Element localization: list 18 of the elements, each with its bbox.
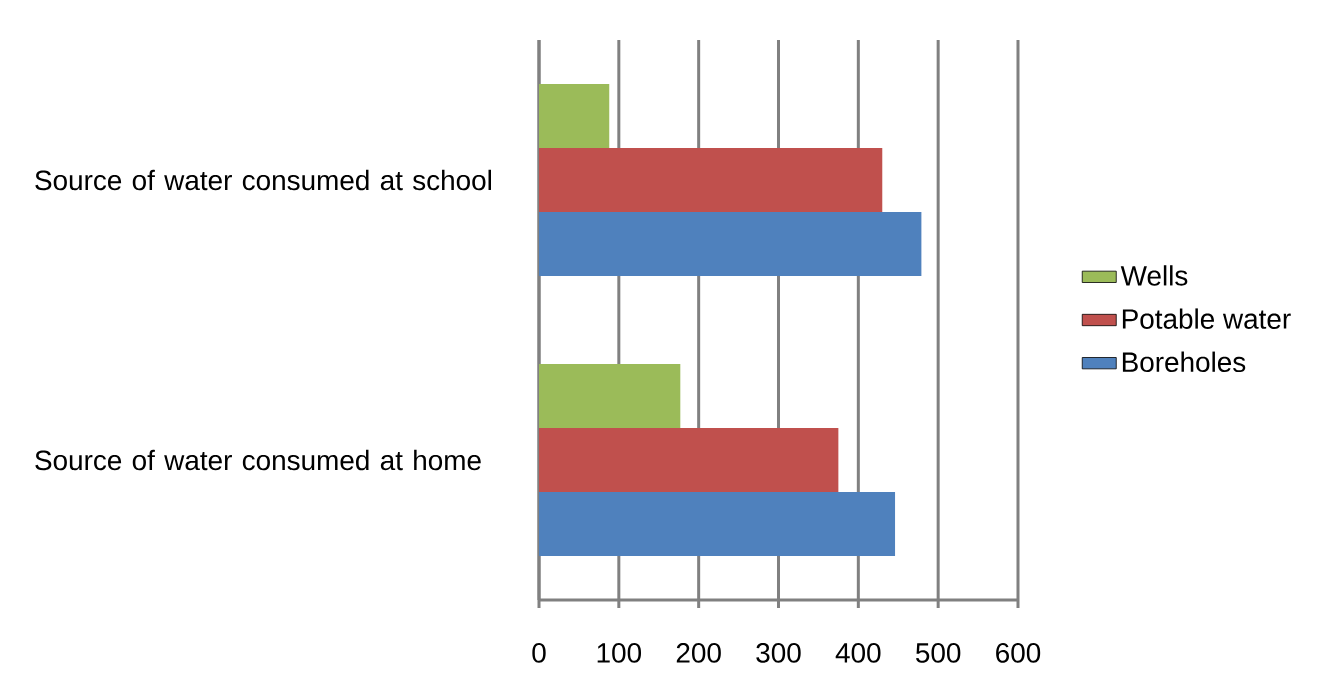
legend-label: Wells bbox=[1120, 265, 1188, 286]
x-tick-label: 0 bbox=[532, 643, 546, 663]
y-tick-label: Source of water consumed at school bbox=[35, 169, 491, 191]
bar bbox=[539, 148, 883, 212]
y-tick-label: Source of water consumed at home bbox=[35, 449, 481, 471]
bar bbox=[539, 212, 922, 277]
x-tick-label: 600 bbox=[996, 643, 1041, 663]
bar bbox=[539, 84, 610, 148]
x-tick-label: 200 bbox=[676, 643, 721, 663]
bar bbox=[539, 492, 896, 557]
x-tick-label: 100 bbox=[597, 643, 642, 663]
x-tick-label: 500 bbox=[916, 643, 961, 663]
legend-label: Boreholes bbox=[1122, 351, 1246, 373]
x-tick-label: 400 bbox=[835, 643, 881, 663]
bar bbox=[539, 364, 681, 429]
legend-label: Potable water bbox=[1122, 308, 1291, 329]
bar bbox=[539, 428, 839, 493]
x-tick-label: 300 bbox=[756, 643, 801, 663]
